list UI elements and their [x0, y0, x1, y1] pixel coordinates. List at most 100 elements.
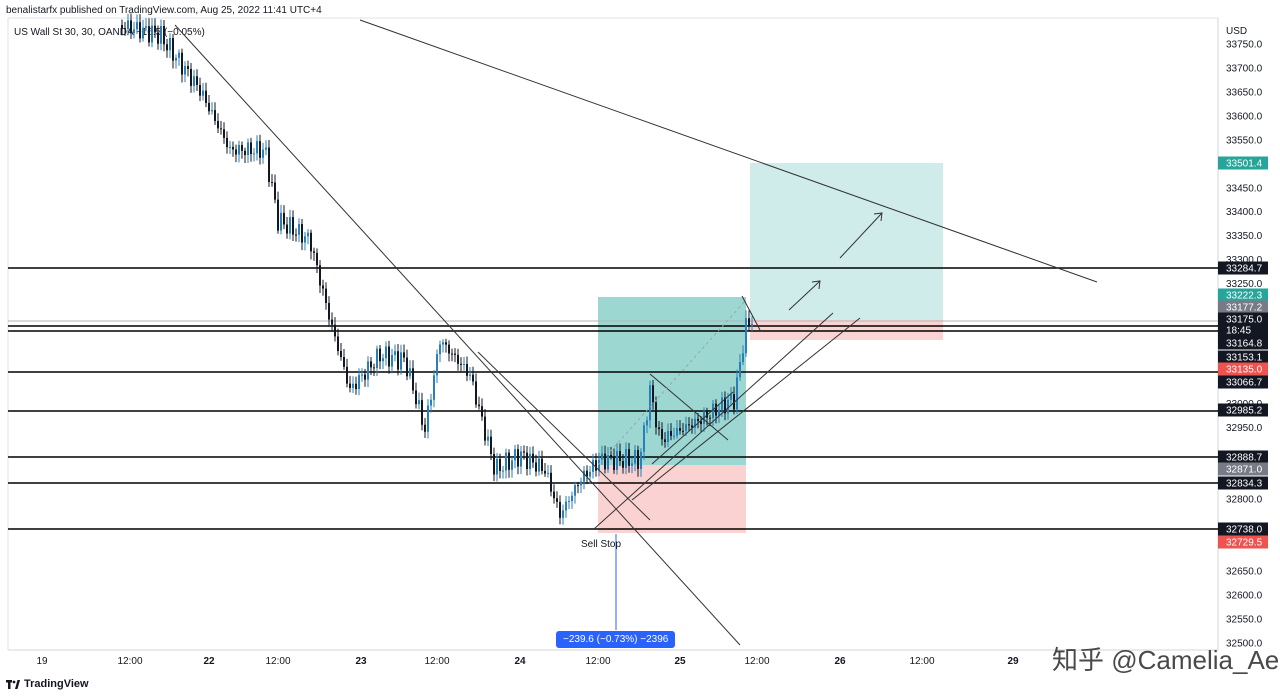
candle-body	[340, 351, 342, 358]
price-tag: 33222.3	[1218, 288, 1268, 302]
price-axis[interactable]: 33750.0 33700.0 33650.0 33600.0 33550.0 33450…	[1226, 40, 1263, 650]
price-tag-background	[1218, 362, 1268, 376]
candle-body	[643, 425, 645, 452]
time-tick-label: 22	[203, 656, 215, 667]
rising-trendline-2	[631, 317, 861, 501]
price-tag-background	[1218, 462, 1268, 476]
measure-label[interactable]: −239.6 (−0.73%) −2396	[556, 631, 676, 648]
candle-body	[394, 351, 396, 355]
candle-body	[307, 232, 309, 237]
time-tick-label: 26	[834, 656, 846, 667]
candle-body	[184, 66, 186, 75]
candle-body	[649, 385, 651, 421]
candlestick-series[interactable]	[121, 13, 753, 525]
tradingview-brand: TradingView	[24, 678, 89, 690]
candle-body	[658, 427, 660, 430]
arrow-2-head	[873, 212, 883, 222]
arrow-2-shaft	[839, 212, 883, 259]
price-tick-label: 32600.0	[1226, 591, 1263, 602]
candle-body	[523, 451, 525, 453]
candle-body	[304, 236, 306, 243]
candle-body	[448, 344, 450, 354]
candle-body	[526, 452, 528, 469]
candle-body	[172, 37, 174, 61]
time-tick-label: 12:00	[585, 656, 610, 667]
candle-body	[436, 354, 438, 376]
price-tag-label: 33164.8	[1226, 339, 1263, 350]
price-tag-label: 33177.2	[1226, 303, 1263, 314]
candle-body	[193, 76, 195, 86]
price-tick-label: 33700.0	[1226, 63, 1263, 74]
candle-body	[343, 357, 345, 367]
candle-body	[256, 141, 258, 154]
candle-body	[208, 102, 210, 112]
candle-body	[454, 353, 456, 355]
candle-body	[520, 451, 522, 467]
price-tick-label: 32550.0	[1226, 615, 1263, 626]
candle-body	[142, 27, 144, 39]
candle-body	[622, 461, 624, 468]
price-tag: 32729.5	[1218, 535, 1268, 549]
symbol-legend[interactable]: US Wall St 30, 30, OANDA −16.5 (−0.05%)	[14, 27, 205, 38]
candle-body	[130, 20, 132, 34]
candle-body	[346, 366, 348, 384]
candle-body	[466, 363, 468, 376]
candle-body	[655, 402, 657, 428]
trend-lines[interactable]	[174, 19, 1098, 646]
price-tag-label: 32729.5	[1226, 538, 1263, 549]
candle-body	[679, 428, 681, 431]
price-tag-background	[1218, 403, 1268, 417]
candle-body	[562, 510, 564, 518]
candle-body	[253, 153, 255, 155]
candle-body	[715, 403, 717, 416]
candle-body	[379, 348, 381, 362]
short-position-profit-zone[interactable]	[750, 163, 943, 320]
candle-body	[637, 449, 639, 469]
price-tags: 33501.4 33284.7 33222.333177.233175.018:45…	[1218, 156, 1268, 549]
projection-arrows[interactable]	[788, 212, 883, 311]
candle-body	[721, 397, 723, 410]
long-position-profit-zone[interactable]	[598, 297, 746, 465]
candle-body	[145, 26, 147, 28]
candle-body	[499, 458, 501, 471]
candle-body	[433, 375, 435, 400]
candle-body	[748, 318, 750, 327]
candle-body	[181, 52, 183, 75]
candle-body	[463, 363, 465, 365]
candle-body	[283, 212, 285, 225]
price-tag-background	[1218, 323, 1268, 337]
candle-body	[265, 147, 267, 150]
time-axis[interactable]: 19 12:00 22 12:00 23 12:00 24 12:00 25 12:00 26 12:…	[36, 656, 1019, 667]
candle-body	[691, 425, 693, 428]
candle-body	[670, 430, 672, 436]
arrow-1-shaft	[788, 280, 821, 311]
candle-body	[595, 460, 597, 471]
price-tag-label: 33222.3	[1226, 291, 1263, 302]
long-position-loss-zone[interactable]	[598, 465, 746, 533]
candle-body	[610, 454, 612, 457]
price-tag: 33066.7	[1218, 375, 1268, 389]
short-position-loss-zone[interactable]	[750, 320, 943, 340]
rising-trendline-1	[593, 312, 834, 530]
candle-body	[289, 217, 291, 234]
currency-label: USD	[1226, 26, 1247, 37]
candle-body	[415, 390, 417, 405]
candle-body	[607, 454, 609, 470]
price-tag-background	[1218, 522, 1268, 536]
candle-body	[577, 485, 579, 487]
candle-body	[751, 324, 753, 327]
candle-body	[316, 252, 318, 266]
candle-body	[355, 383, 357, 390]
price-tag: 33175.0	[1218, 312, 1268, 326]
candle-body	[718, 409, 720, 416]
horizontal-levels[interactable]	[8, 267, 1218, 530]
candle-body	[688, 424, 690, 426]
candle-body	[736, 377, 738, 410]
price-tick-label: 33250.0	[1226, 279, 1263, 290]
candle-body	[619, 451, 621, 462]
price-tag-label: 33284.7	[1226, 264, 1263, 275]
price-tag-background	[1218, 312, 1268, 326]
candle-body	[199, 84, 201, 96]
candle-body	[547, 472, 549, 474]
